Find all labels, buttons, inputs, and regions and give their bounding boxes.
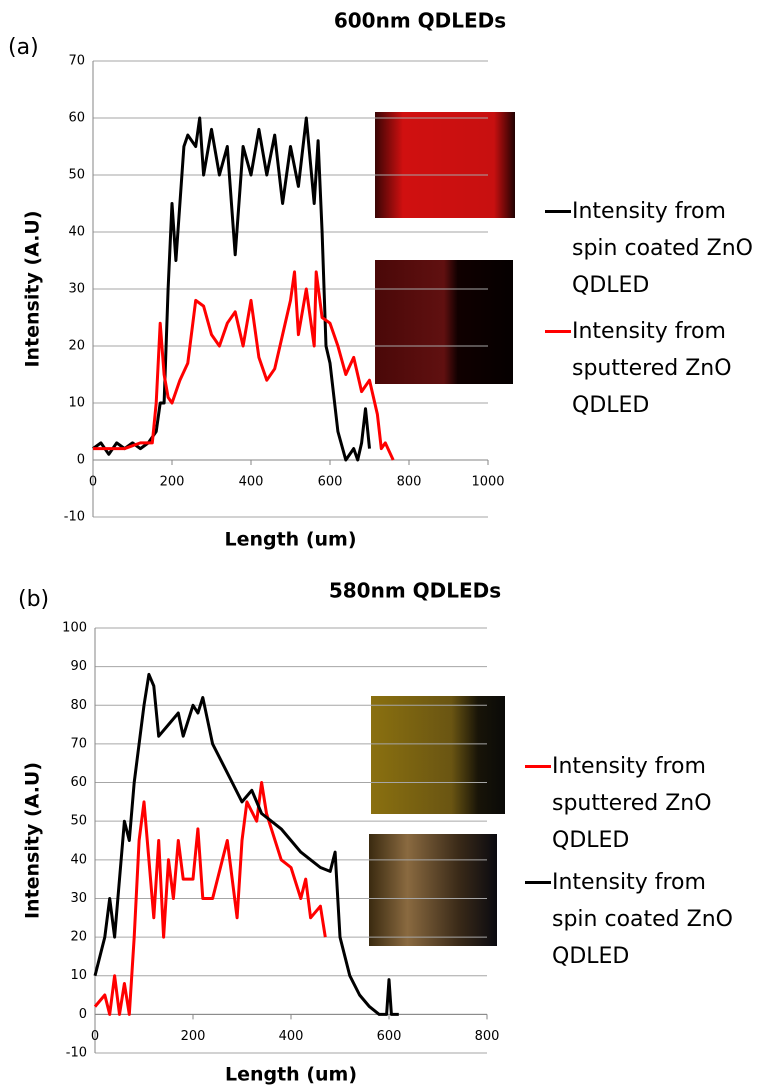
legend-label: Intensity from sputtered ZnO QDLED: [552, 754, 712, 853]
x-tick-label: 800: [475, 1029, 500, 1044]
x-tick-label: 800: [397, 475, 422, 490]
y-tick-label: 50: [70, 814, 87, 829]
panel-label: (b): [18, 587, 49, 612]
x-tick-label: 0: [89, 475, 97, 490]
x-tick-label: 400: [239, 475, 264, 490]
y-tick-label: 30: [68, 282, 85, 297]
x-axis-label: Length (um): [225, 1064, 357, 1086]
y-axis-label: Intensity (A.U): [22, 210, 44, 367]
y-tick-label: 10: [68, 396, 85, 411]
inset-image: [369, 834, 497, 946]
y-tick-label: 90: [70, 659, 87, 674]
y-tick-label: 0: [77, 453, 85, 468]
y-tick-label: 20: [70, 930, 87, 945]
legend-label: Intensity from sputtered ZnO QDLED: [572, 319, 732, 418]
chart-title: 600nm QDLEDs: [334, 9, 506, 33]
x-tick-label: 600: [318, 475, 343, 490]
x-tick-label: 600: [377, 1029, 402, 1044]
chart-title: 580nm QDLEDs: [329, 579, 501, 603]
y-tick-label: 40: [70, 852, 87, 867]
legend-label: Intensity from spin coated ZnO QDLED: [572, 199, 753, 298]
inset-image: [375, 260, 513, 384]
panel-label: (a): [8, 35, 39, 60]
legend-swatch: [525, 881, 551, 884]
data-line: [93, 672, 399, 1016]
inset-image: [371, 696, 505, 814]
x-tick-label: 200: [160, 475, 185, 490]
y-tick-label: -10: [64, 510, 85, 525]
data-line: [93, 270, 395, 461]
y-tick-label: 10: [70, 968, 87, 983]
y-tick-label: 70: [70, 736, 87, 751]
legend-swatch: [545, 210, 571, 213]
x-tick-label: 0: [91, 1029, 99, 1044]
x-tick-label: 400: [279, 1029, 304, 1044]
legend-swatch: [545, 330, 571, 333]
inset-image: [375, 112, 515, 218]
y-tick-label: 40: [68, 225, 85, 240]
y-tick-label: 100: [62, 621, 87, 636]
y-tick-label: 0: [79, 1007, 87, 1022]
y-tick-label: 80: [70, 698, 87, 713]
y-axis-label: Intensity (A.U): [22, 762, 44, 919]
x-tick-label: 1000: [471, 475, 504, 490]
y-tick-label: 20: [68, 339, 85, 354]
y-tick-label: 50: [68, 168, 85, 183]
legend-label: Intensity from spin coated ZnO QDLED: [552, 870, 733, 969]
x-tick-label: 200: [181, 1029, 206, 1044]
y-tick-label: 60: [68, 111, 85, 126]
y-tick-label: -10: [66, 1046, 87, 1061]
legend-swatch: [525, 765, 551, 768]
x-axis-label: Length (um): [224, 529, 356, 551]
y-tick-label: 30: [70, 891, 87, 906]
y-tick-label: 60: [70, 775, 87, 790]
data-line: [92, 116, 371, 462]
y-tick-label: 70: [68, 54, 85, 69]
data-line: [93, 781, 327, 1016]
